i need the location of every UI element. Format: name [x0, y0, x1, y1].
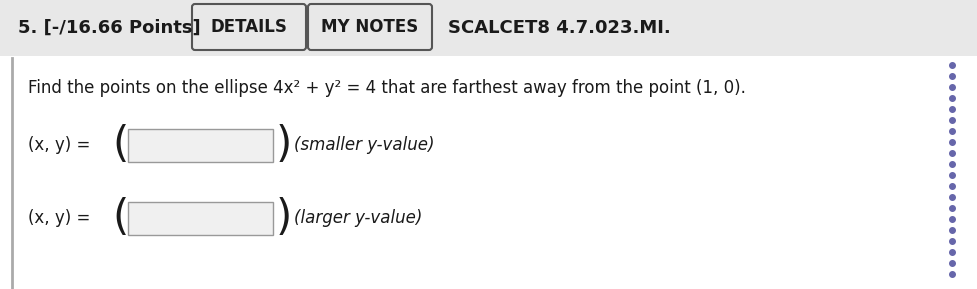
FancyBboxPatch shape	[0, 0, 977, 56]
FancyBboxPatch shape	[128, 202, 273, 235]
Text: (: (	[112, 124, 128, 166]
Text: (: (	[112, 197, 128, 239]
Text: (x, y) =: (x, y) =	[28, 136, 96, 154]
FancyBboxPatch shape	[308, 4, 432, 50]
Text: Find the points on the ellipse 4x² + y² = 4 that are farthest away from the poin: Find the points on the ellipse 4x² + y² …	[28, 79, 745, 97]
Text: (x, y) =: (x, y) =	[28, 209, 96, 227]
Text: DETAILS: DETAILS	[211, 18, 287, 36]
Text: 5. [-/16.66 Points]: 5. [-/16.66 Points]	[18, 19, 200, 37]
Text: (smaller y-value): (smaller y-value)	[294, 136, 435, 154]
Text: ): )	[276, 124, 292, 166]
Text: MY NOTES: MY NOTES	[321, 18, 418, 36]
Text: (larger y-value): (larger y-value)	[294, 209, 422, 227]
Text: ): )	[276, 197, 292, 239]
FancyBboxPatch shape	[0, 56, 977, 289]
Text: SCALCET8 4.7.023.MI.: SCALCET8 4.7.023.MI.	[448, 19, 671, 37]
FancyBboxPatch shape	[128, 129, 273, 162]
FancyBboxPatch shape	[192, 4, 306, 50]
